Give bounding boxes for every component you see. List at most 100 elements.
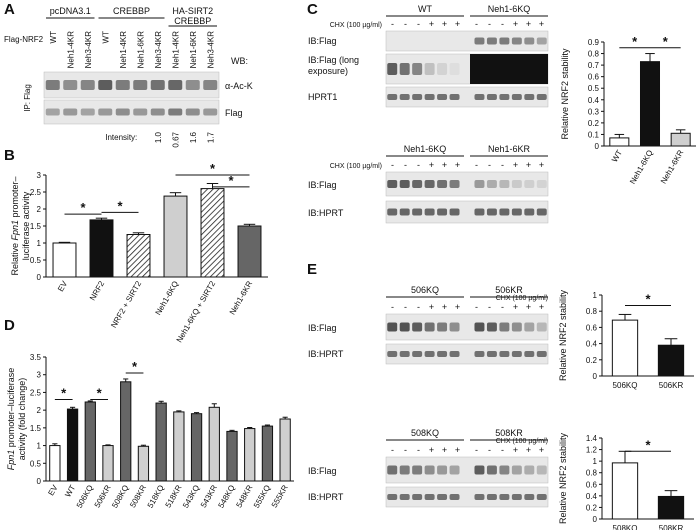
chx-sign: -	[391, 19, 394, 29]
c-flag-blot-2-band	[424, 180, 435, 188]
y-tick-label: 0	[593, 372, 598, 381]
flag-blot-band	[45, 108, 60, 116]
category-label: 555KR	[270, 483, 290, 509]
category-label: Neh1-6KQ + SIRT2	[175, 279, 218, 344]
blot-label: IB:Flag	[308, 323, 337, 333]
c-flag-blot-2-band	[486, 180, 497, 188]
group-label: Neh1-6KQ	[488, 4, 531, 14]
blot-label: IB:Flag	[308, 180, 337, 190]
y-tick-label: 2.5	[30, 388, 42, 397]
chx-sign: +	[455, 445, 460, 455]
blot-label: IB:HPRT	[308, 208, 344, 218]
chx-label: CHX (100 µg/ml)	[330, 22, 382, 29]
bar-nrf2	[89, 219, 114, 278]
y-tick-label: 2	[37, 406, 42, 415]
y-tick-label: 0.8	[588, 50, 600, 59]
chx-sign: -	[404, 445, 407, 455]
group-label: Neh1-6KR	[488, 144, 531, 154]
c-hprt1-blot-band	[499, 94, 510, 100]
flag-blot-band	[133, 108, 148, 116]
bar-wt	[66, 408, 79, 482]
e-508-flag-blot-band	[511, 465, 522, 475]
blot-label: α-Ac-K	[225, 81, 253, 91]
e-508-flag-blot-band	[424, 465, 435, 475]
y-tick-label: 2	[37, 205, 42, 214]
wb-label: WB:	[231, 56, 248, 66]
y-axis-label-part: promoter–	[10, 176, 20, 220]
y-tick-label: 1.5	[30, 222, 42, 231]
category-label: 555KQ	[252, 484, 272, 510]
e-508-flag-blot-membrane	[385, 456, 549, 484]
category-label: 506KQ	[613, 381, 638, 390]
intensity-value: 1.6	[189, 131, 198, 143]
chx-sign: -	[475, 445, 478, 455]
ac-k-blot-band	[203, 80, 218, 90]
e-506-hprt-blot-membrane	[385, 343, 549, 365]
e-506-flag-blot-band	[424, 322, 435, 332]
chx-sign: +	[513, 160, 518, 170]
category-label: 506KR	[659, 381, 684, 390]
c-hprt1-blot-band	[486, 94, 497, 100]
lane-label: Neh3-4KR	[154, 31, 163, 69]
bar-ev	[52, 242, 77, 278]
category-label: NRF2	[88, 279, 107, 302]
significance-star: *	[132, 359, 138, 374]
c-flag-long-blot-band	[424, 63, 435, 75]
c-hprt-blot-2-band	[511, 208, 522, 216]
y-tick-label: 0.2	[588, 119, 600, 128]
c-flag-blot-band	[499, 37, 510, 45]
e-506-flag-blot-band	[399, 322, 410, 332]
category-label: NRF2 + SIRT2	[109, 279, 143, 329]
e-506-flag-blot-band	[524, 322, 535, 332]
category-label: Neh1-6KQ	[628, 149, 655, 186]
blot-label: IB:HPRT	[308, 349, 344, 359]
y-tick-label: 3	[37, 371, 42, 380]
c-flag-blot-2-band	[499, 180, 510, 188]
e-508-hprt-blot-band	[424, 494, 435, 500]
panel-label-a: A	[4, 1, 15, 18]
group-label: 506KQ	[411, 285, 439, 295]
lane-label: WT	[101, 31, 110, 44]
group-label: pcDNA3.1	[50, 6, 91, 16]
chx-sign: +	[442, 160, 447, 170]
intensity-value: 1.0	[154, 131, 163, 143]
chx-sign: +	[429, 445, 434, 455]
y-tick-label: 0.6	[586, 323, 598, 332]
c-hprt-blot-2-band	[536, 208, 547, 216]
flag-blot-band	[115, 108, 130, 116]
chx-sign: -	[488, 160, 491, 170]
chx-sign: -	[475, 19, 478, 29]
y-tick-label: 1	[593, 457, 598, 466]
c-hprt-blot-2-band	[387, 208, 398, 216]
y-axis-label-gene: Fpn1	[10, 220, 20, 241]
e-508-hprt-blot-band	[524, 494, 535, 500]
e-506-hprt-blot-band	[511, 351, 522, 357]
y-tick-label: 0.9	[588, 38, 600, 47]
blot-label: Flag	[225, 108, 243, 118]
y-tick-label: 0.4	[586, 492, 598, 501]
chx-sign: -	[475, 302, 478, 312]
e-506-flag-blot-band	[499, 322, 510, 332]
chx-sign: -	[417, 160, 420, 170]
y-tick-label: 0.1	[588, 130, 600, 139]
flag-blot-membrane	[43, 99, 220, 125]
category-label: Neh1-6KR	[659, 148, 686, 185]
category-label: 518KQ	[146, 484, 166, 510]
c-flag-blot-2-band	[474, 180, 485, 188]
significance-star: *	[663, 34, 669, 49]
ac-k-blot-band	[150, 80, 165, 90]
ac-k-blot-band	[115, 80, 130, 90]
chx-sign: +	[429, 19, 434, 29]
group-label: 508KR	[495, 428, 523, 438]
panel-label-d: D	[4, 317, 15, 334]
group-label: 508KQ	[411, 428, 439, 438]
bar-543kq	[190, 413, 203, 482]
ac-k-blot-band	[98, 80, 113, 90]
chx-sign: +	[539, 160, 544, 170]
e-508-flag-blot-band	[524, 465, 535, 475]
y-axis-label: Fpn1 promoter–luciferaseactivity (fold c…	[6, 368, 27, 471]
e-508-hprt-blot-band	[437, 494, 448, 500]
lane-label: Neh1-4KR	[119, 31, 128, 69]
lane-label: Neh3-4KR	[84, 31, 93, 69]
